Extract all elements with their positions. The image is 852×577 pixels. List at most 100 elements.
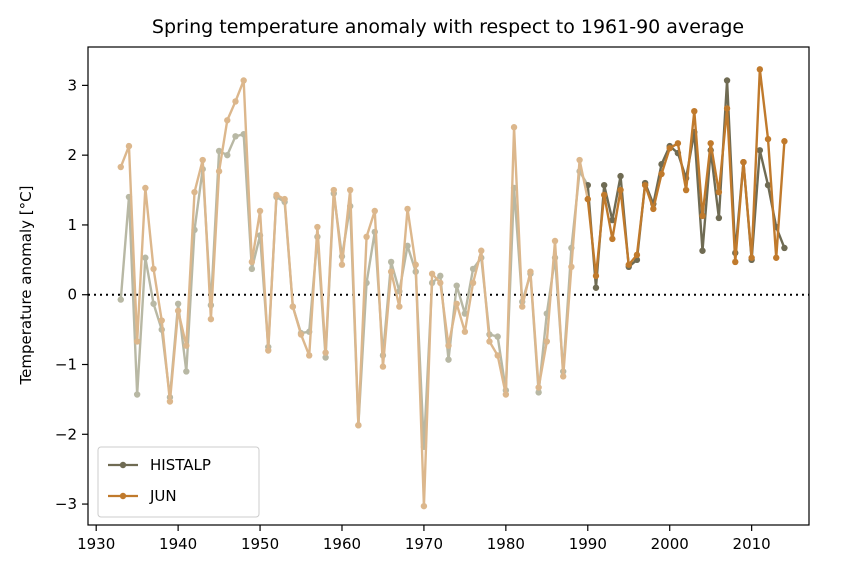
x-tick-label: 1970	[405, 535, 443, 553]
series-jun-point	[781, 138, 788, 145]
series-histalp-point	[117, 296, 124, 303]
series-jun-point	[543, 338, 551, 345]
series-jun-point	[682, 186, 690, 194]
y-tick-label: 2	[67, 146, 77, 164]
x-tick-label: 2000	[651, 535, 689, 553]
series-histalp-point	[469, 265, 477, 273]
series-jun-point	[207, 315, 215, 323]
series-histalp-point	[404, 242, 411, 250]
series-jun-point	[330, 186, 337, 194]
series-jun-point	[740, 158, 747, 166]
series-jun-point	[346, 186, 354, 194]
series-jun-point	[265, 347, 272, 354]
series-jun-point	[306, 352, 313, 359]
series-histalp-point	[133, 391, 141, 398]
series-jun-point	[773, 254, 780, 261]
x-tick-label: 1980	[487, 535, 525, 553]
series-histalp-point	[150, 300, 157, 307]
series-jun-point	[584, 195, 591, 203]
x-tick-label: 2010	[733, 535, 771, 553]
series-jun-point	[658, 170, 665, 178]
series-jun-point	[387, 268, 395, 275]
series-histalp-point	[715, 214, 723, 222]
series-jun-point	[199, 156, 206, 164]
legend-histalp-label: HISTALP	[150, 456, 211, 474]
series-histalp-point	[174, 300, 182, 307]
series-jun-point	[568, 263, 575, 271]
series-jun-point	[576, 156, 583, 164]
series-histalp-point	[437, 272, 444, 280]
series-jun-point	[150, 265, 157, 273]
series-jun-point	[117, 163, 124, 171]
series-histalp-point	[699, 247, 706, 254]
series-jun-point	[297, 331, 305, 338]
series-jun-point	[428, 270, 436, 277]
series-jun-point	[158, 317, 165, 324]
series-jun-point	[494, 352, 501, 359]
series-jun-point	[723, 105, 731, 112]
series-jun-line-early	[119, 79, 589, 508]
series-jun-point	[461, 328, 469, 335]
series-jun-point	[732, 258, 739, 266]
series-histalp	[117, 77, 788, 451]
series-jun-point	[617, 186, 624, 194]
series-jun-point	[142, 184, 149, 192]
series-jun-point	[469, 279, 477, 287]
series-histalp-point	[535, 389, 542, 396]
series-layer	[117, 66, 788, 510]
x-axis-ticks: 1930 1940 1950 1960 1970 1980 1990 2000 2010	[77, 525, 771, 553]
y-tick-label: −1	[55, 356, 77, 374]
series-jun-point	[404, 205, 411, 213]
legend-jun-label: JUN	[149, 487, 177, 505]
series-jun-point	[510, 124, 518, 131]
series-jun-point	[445, 342, 452, 349]
series-jun-point	[560, 373, 567, 380]
series-jun-point	[248, 258, 256, 266]
series-histalp-point	[453, 282, 460, 289]
x-tick-label: 1960	[323, 535, 361, 553]
series-jun-point	[363, 233, 370, 241]
y-tick-label: −2	[55, 425, 77, 443]
series-jun-point	[396, 303, 403, 310]
series-histalp-point	[592, 284, 600, 291]
x-tick-label: 1990	[569, 535, 607, 553]
series-histalp-point	[781, 244, 788, 252]
series-jun-point	[355, 422, 362, 429]
series-jun-point	[314, 223, 321, 231]
y-tick-label: 3	[67, 76, 77, 94]
series-histalp-point	[600, 181, 608, 189]
series-jun-point	[707, 140, 714, 147]
series-jun-point	[379, 363, 387, 370]
x-tick-label: 1930	[77, 535, 115, 553]
series-jun-point	[191, 188, 198, 196]
series-histalp-point	[142, 254, 149, 261]
series-jun-point	[420, 502, 428, 510]
series-histalp-point	[756, 147, 764, 154]
series-jun-point	[338, 261, 346, 268]
series-jun-point	[183, 342, 190, 349]
series-jun-point	[600, 191, 608, 199]
series-jun-point	[289, 303, 297, 310]
legend-jun-marker	[119, 492, 127, 500]
series-jun-point	[412, 261, 419, 268]
series-jun-point	[756, 66, 764, 73]
series-jun-point	[273, 191, 280, 199]
series-jun-point	[322, 349, 329, 356]
series-histalp-point	[609, 216, 616, 224]
series-jun-point	[674, 140, 682, 147]
series-jun-point	[125, 142, 133, 150]
series-jun-point	[699, 212, 706, 220]
series-jun-point	[633, 251, 641, 259]
series-histalp-point	[215, 147, 223, 155]
series-jun-point	[625, 261, 632, 268]
series-jun-point	[453, 300, 460, 307]
series-histalp-point	[723, 77, 731, 84]
y-tick-label: −3	[55, 495, 77, 513]
series-histalp-point	[232, 133, 239, 140]
series-jun-point	[641, 181, 649, 189]
series-jun-point	[486, 338, 493, 345]
y-tick-label: 1	[67, 216, 77, 234]
series-jun-point	[174, 307, 182, 314]
series-jun-point	[527, 268, 534, 275]
